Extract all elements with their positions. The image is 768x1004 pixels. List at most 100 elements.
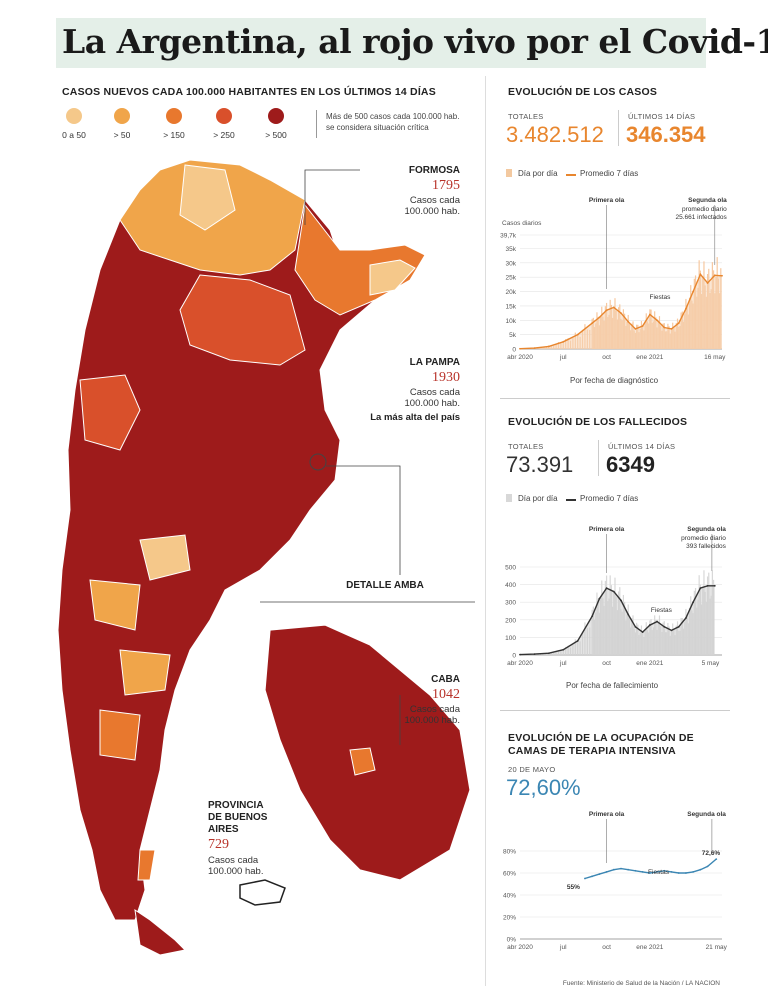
x-tick-label-3: ene 2021 [636, 944, 663, 951]
data-point-2 [547, 652, 550, 655]
legend-label-0: 0 a 50 [62, 130, 86, 140]
y-tick-label-0: 0 [512, 347, 516, 354]
legend-label-2: > 150 [163, 130, 185, 140]
data-point-6 [627, 868, 630, 871]
data-point-17 [706, 865, 709, 868]
data-point-5 [591, 322, 594, 325]
casos-legend-bar: Día por día [518, 169, 558, 178]
data-point-4 [576, 333, 579, 336]
x-tick-label-1: jul [559, 354, 567, 361]
data-point-21 [706, 584, 709, 587]
camas-heading-2: CAMAS DE TERAPIA INTENSIVA [508, 745, 676, 757]
formosa-sub2: 100.000 hab. [404, 206, 460, 217]
y-tick-label-0: 0 [512, 653, 516, 660]
y-tick-label-4: 20k [506, 289, 517, 296]
legend-label-3: > 250 [213, 130, 235, 140]
map-patches-2 [89, 579, 141, 631]
fallecidos-ultimos: 6349 [606, 452, 655, 477]
casos-heading: EVOLUCIÓN DE LOS CASOS [508, 86, 658, 98]
annotation-1: Segunda ola [688, 197, 727, 204]
map-patches-3 [119, 649, 171, 696]
data-point-19 [692, 601, 695, 604]
data-point-12 [641, 631, 644, 634]
legend-swatch-0 [66, 108, 82, 124]
casos-ultimos: 346.354 [626, 122, 706, 147]
chart-casos: Casos diarios 0 5k 10k 15k 20k 25k 30k 35k 39,7k a… [500, 197, 727, 361]
annotation-4: Fiestas [649, 294, 671, 301]
x-tick-label-0: abr 2020 [507, 660, 533, 667]
caba-name: CABA [431, 674, 460, 685]
fallecidos-totales: 73.391 [506, 452, 574, 477]
data-point-2 [598, 873, 601, 875]
data-point-22 [713, 274, 716, 277]
series-area [520, 274, 722, 349]
data-point-13 [648, 313, 651, 316]
data-point-22 [713, 584, 716, 587]
lapampa-name: LA PAMPA [409, 357, 460, 368]
data-point-3 [605, 871, 608, 873]
legend-swatch-4 [268, 108, 284, 124]
data-point-14 [685, 872, 687, 874]
fallecidos-heading: EVOLUCIÓN DE LOS FALLECIDOS [508, 416, 688, 428]
fallecidos-footer: Por fecha de fallecimiento [566, 681, 659, 690]
data-point-1 [533, 347, 536, 350]
data-point-1 [591, 875, 594, 878]
camas-value: 72,60% [506, 775, 581, 800]
data-point-12 [670, 871, 673, 873]
data-point-3 [562, 648, 565, 651]
annotation-3: 25.661 infectados [675, 214, 727, 221]
annotation-1: Segunda ola [687, 526, 726, 533]
data-point-3 [562, 340, 565, 343]
data-point-14 [656, 319, 658, 322]
y-tick-label-2: 40% [503, 893, 516, 900]
data-point-20 [699, 273, 702, 276]
y-tick-label-0: 0% [507, 937, 517, 944]
caba-sub1: Casos cada [409, 704, 460, 715]
map-patches-1 [139, 534, 191, 581]
map-center [179, 274, 306, 366]
legend-label-1: > 50 [113, 130, 131, 140]
casos-totales: 3.482.512 [506, 122, 604, 147]
pba-sub2: 100.000 hab. [208, 866, 264, 877]
data-point-8 [612, 306, 615, 309]
legend-divider [316, 110, 317, 138]
data-point-0 [519, 653, 521, 656]
title-band [56, 18, 706, 68]
caba-sub2: 100.000 hab. [404, 715, 460, 726]
map-amba-circle [309, 453, 327, 471]
lapampa-sub2: 100.000 hab. [404, 398, 460, 409]
data-point-10 [656, 871, 658, 873]
data-point-12 [641, 325, 644, 327]
casos-ultimos-label: ÚLTIMOS 14 DÍAS [628, 112, 696, 121]
fallecidos-legend-line: Promedio 7 días [580, 494, 639, 503]
data-point-6 [598, 597, 601, 600]
map-patches-4 [99, 709, 141, 761]
data-point-11 [634, 327, 637, 330]
map-patches-5 [137, 849, 156, 881]
y-tick-label-2: 200 [505, 617, 516, 624]
x-tick-label-4: 5 may [702, 660, 720, 667]
data-point-10 [627, 320, 630, 323]
annotation-2: Fiestas [648, 869, 670, 876]
callout-line-amba [326, 465, 401, 575]
data-point-13 [677, 872, 680, 874]
x-tick-label-4: 16 may [704, 354, 726, 361]
data-point-17 [677, 322, 680, 325]
chart-fallecidos: 0 100 200 300 400 500 abr 2020 jul oct ene 2021 5 … [505, 526, 727, 667]
y-tick-label-7: 35k [506, 246, 517, 253]
x-tick-label-1: jul [559, 944, 567, 951]
casos-kpi-sep [618, 110, 619, 146]
y-tick-label-2: 10k [506, 318, 517, 325]
lapampa-sub1: Casos cada [409, 387, 460, 398]
casos-footer: Por fecha de diagnóstico [570, 376, 659, 385]
casos-legend-bar-swatch [506, 169, 512, 177]
data-point-13 [648, 624, 651, 626]
map-cuyo [79, 374, 141, 451]
page-title: La Argentina, al rojo vivo por el Covid-… [62, 22, 768, 61]
data-point-16 [670, 629, 673, 632]
x-tick-label-3: ene 2021 [636, 354, 663, 361]
data-point-18 [685, 307, 687, 310]
lapampa-value: 1930 [432, 370, 460, 385]
pba-name-1: PROVINCIA [208, 800, 264, 811]
x-tick-label-1: jul [559, 660, 567, 667]
